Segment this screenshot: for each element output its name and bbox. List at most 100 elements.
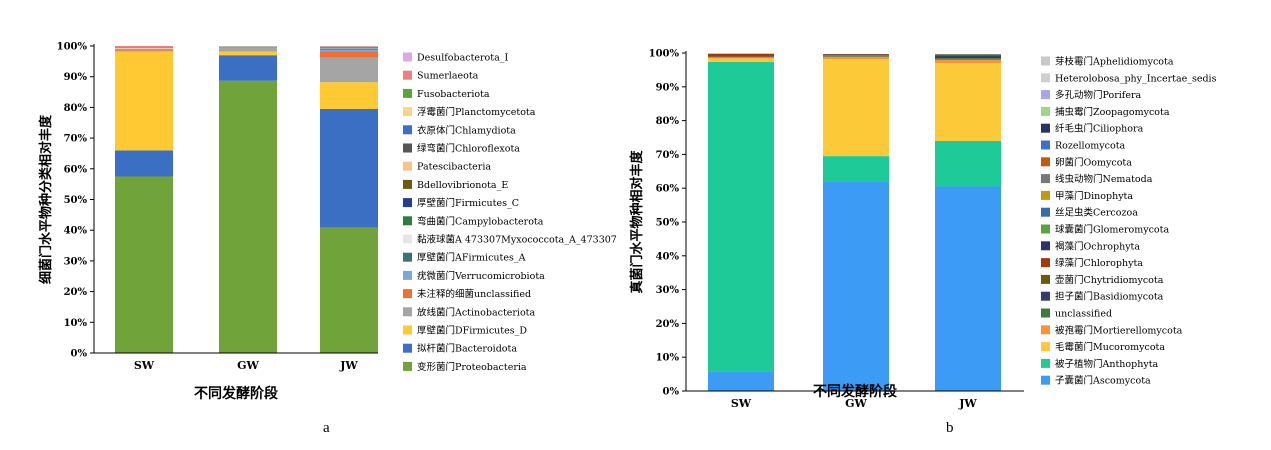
fun-ytick-label: 70% [656, 150, 680, 161]
bac-legend-label: 疣微菌门Verrucomicrobiota [417, 270, 545, 282]
fun-legend-swatch [1041, 90, 1050, 99]
bac-legend-label: 黏液球菌A 473307Myxococcota_A_473307 [417, 234, 617, 246]
bac-legend-label: 浮霉菌门Planctomycetota [417, 106, 536, 118]
fun-legend-swatch [1041, 191, 1050, 200]
fun-legend-swatch [1041, 225, 1050, 234]
fun-ytick-label: 40% [656, 251, 680, 262]
bac-bar-sw-segment-4 [115, 49, 173, 50]
bac-bar-jw-segment-3 [320, 58, 378, 83]
bac-bar-jw-segment-6 [320, 48, 378, 49]
bac-bar-jw-segment-4 [320, 52, 378, 58]
fun-legend-label: 线虫动物门Nematoda [1055, 173, 1153, 185]
fun-legend-label: 子囊菌门Ascomycota [1055, 375, 1151, 387]
bac-bar-sw-segment-2 [115, 52, 173, 151]
bac-xtick-label: JW [339, 359, 358, 372]
fun-legend-label: 卵菌门Oomycota [1055, 156, 1132, 168]
fun-legend-swatch [1041, 325, 1050, 334]
bac-bar-sw-segment-1 [115, 150, 173, 176]
fun-legend-label: 甲藻门Dinophyta [1055, 190, 1133, 202]
fun-bar-sw-segment-7 [708, 54, 774, 57]
bac-legend-swatch [403, 162, 412, 171]
bac-legend-swatch [403, 216, 412, 225]
fun-bar-gw-segment-1 [823, 156, 889, 181]
bac-legend-swatch [403, 289, 412, 298]
bac-bar-gw-segment-3 [219, 48, 277, 52]
fun-legend-swatch [1041, 107, 1050, 116]
bac-ytick-label: 70% [64, 134, 88, 145]
fun-bar-jw-segment-5 [935, 55, 1001, 58]
fun-legend-label: 毛霉菌门Mucoromycota [1055, 341, 1165, 353]
fun-xtick-label: JW [958, 397, 977, 410]
fun-bar-jw-segment-3 [935, 60, 1001, 63]
fun-ytick-label: 30% [656, 285, 680, 296]
fun-legend-swatch [1041, 275, 1050, 284]
bac-bar-gw-segment-4 [219, 47, 277, 48]
fun-legend-label: 球囊菌门Glomeromycota [1055, 224, 1169, 236]
fun-bar-sw-segment-1 [708, 62, 774, 372]
bac-ytick-label: 30% [64, 256, 88, 267]
fun-y-axis-title: 真菌门水平物种相对丰度 [629, 150, 645, 294]
panel-label-a: a [323, 420, 330, 437]
fun-bar-jw-segment-4 [935, 58, 1001, 60]
fun-legend-swatch [1041, 57, 1050, 66]
bac-ytick-label: 10% [64, 318, 88, 329]
panel-label-b: b [946, 420, 954, 437]
bac-bar-jw-segment-5 [320, 50, 378, 52]
fun-ytick-label: 100% [649, 49, 680, 60]
fun-legend-label: 芽枝霉门Aphelidiomycota [1055, 56, 1174, 68]
fun-legend-swatch [1041, 258, 1050, 267]
fun-bar-gw-segment-7 [823, 54, 889, 55]
fun-legend-swatch [1041, 73, 1050, 82]
bac-bar-sw-segment-0 [115, 176, 173, 353]
bac-bar-jw-segment-0 [320, 228, 378, 353]
bac-bar-jw-segment-2 [320, 82, 378, 109]
bac-legend-label: 变形菌门Proteobacteria [417, 361, 527, 373]
bac-ytick-label: 60% [64, 164, 88, 175]
bac-legend-swatch [403, 235, 412, 244]
bac-bar-sw-segment-11 [115, 48, 173, 49]
fun-legend-swatch [1041, 292, 1050, 301]
bac-bar-sw-segment-16 [115, 46, 173, 48]
fun-legend-label: 担子菌门Basidiomycota [1055, 291, 1164, 303]
bac-legend-label: 衣原体门Chlamydiota [417, 124, 516, 136]
bac-legend-swatch [403, 326, 412, 335]
bac-ytick-label: 90% [64, 72, 88, 83]
bac-ytick-label: 0% [71, 349, 88, 360]
fun-bar-sw-segment-3 [708, 57, 774, 58]
bac-legend-label: 厚壁菌门AFirmicutes_A [417, 252, 526, 264]
bac-legend-label: 弯曲菌门Campylobacterota [417, 215, 544, 227]
fun-legend-swatch [1041, 359, 1050, 368]
bac-ytick-label: 20% [64, 287, 88, 298]
fun-bar-gw-segment-4 [823, 56, 889, 57]
fun-bar-jw-segment-0 [935, 187, 1001, 391]
fun-legend-label: 被孢霉门Mortierellomycota [1055, 324, 1183, 336]
bac-ytick-label: 50% [64, 195, 88, 206]
fun-bar-jw-segment-7 [935, 55, 1001, 56]
bac-ytick-label: 80% [64, 103, 88, 114]
bac-legend-label: Sumerlaeota [417, 71, 479, 82]
bac-legend-swatch [403, 125, 412, 134]
fun-ytick-label: 50% [656, 218, 680, 229]
bac-legend-swatch [403, 144, 412, 153]
fun-legend-label: 绿藻门Chlorophyta [1055, 257, 1143, 269]
fun-legend-swatch [1041, 124, 1050, 133]
fun-legend-label: 捕虫霉门Zoopagomycota [1055, 106, 1170, 118]
bac-bar-gw-segment-0 [219, 81, 277, 353]
fun-legend-swatch [1041, 174, 1050, 183]
fun-bar-jw-segment-2 [935, 63, 1001, 141]
fun-bar-gw-segment-2 [823, 59, 889, 156]
bac-legend-label: 放线菌门Actinobacteriota [417, 306, 535, 318]
bac-ytick-label: 100% [57, 42, 88, 53]
bac-legend-swatch [403, 180, 412, 189]
bac-legend-label: 绿弯菌门Chloroflexota [417, 143, 520, 155]
fun-legend-swatch [1041, 342, 1050, 351]
bac-legend-label: Fusobacteriota [417, 89, 490, 100]
fun-ytick-label: 0% [663, 387, 680, 398]
fun-ytick-label: 20% [656, 319, 680, 330]
fun-legend-label: Rozellomycota [1055, 141, 1126, 152]
bac-legend-swatch [403, 362, 412, 371]
bac-xtick-label: GW [237, 359, 259, 372]
bac-bar-jw-segment-7 [320, 48, 378, 49]
